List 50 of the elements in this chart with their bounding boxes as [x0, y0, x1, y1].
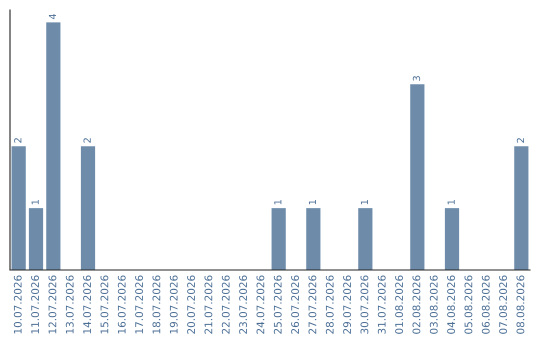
x-tick-label: 29.07.2026	[343, 276, 352, 334]
x-tick-label: 16.07.2026	[118, 276, 126, 334]
bar	[12, 146, 26, 270]
x-tick-label: 02.08.2026	[412, 276, 420, 334]
x-tick-label: 13.07.2026	[66, 276, 74, 334]
x-tick-label: 06.08.2026	[482, 276, 490, 334]
x-tick-label: 15.07.2026	[100, 276, 108, 334]
x-tick-label: 14.07.2026	[83, 276, 92, 334]
x-tick-label: 03.08.2026	[430, 276, 438, 334]
x-tick-label: 27.07.2026	[308, 276, 316, 334]
bar	[272, 208, 286, 270]
data-label: 3	[412, 76, 420, 81]
data-label: 1	[308, 200, 316, 204]
x-tick-label: 26.07.2026	[291, 276, 300, 334]
x-tick-label: 25.07.2026	[274, 276, 282, 334]
x-tick-label: 18.07.2026	[152, 276, 160, 334]
bar	[444, 208, 460, 270]
x-tick-label: 04.08.2026	[447, 276, 456, 334]
data-label: 2	[516, 138, 524, 143]
bar	[80, 146, 96, 270]
x-tick-label: 19.07.2026	[170, 276, 178, 334]
x-tick-label: 30.07.2026	[360, 276, 368, 334]
data-label: 2	[14, 138, 22, 143]
x-tick-label: 17.07.2026	[135, 276, 144, 334]
x-tick-label: 23.07.2026	[239, 276, 248, 334]
bar	[28, 208, 44, 270]
data-label: 2	[83, 138, 91, 143]
data-label: 4	[48, 14, 56, 20]
x-tick-label: 08.08.2026	[516, 276, 524, 334]
x-tick-label: 07.08.2026	[499, 276, 508, 334]
bar	[514, 146, 528, 270]
data-label: 1	[448, 200, 455, 204]
x-tick-label: 05.08.2026	[464, 276, 472, 334]
x-tick-label: 20.07.2026	[187, 276, 196, 334]
x-tick-label: 24.07.2026	[256, 276, 264, 334]
data-label: 1	[32, 200, 39, 204]
x-tick-label: 31.07.2026	[378, 276, 386, 334]
bar	[306, 208, 320, 270]
x-tick-label: 10.07.2026	[14, 276, 22, 334]
x-tick-label: 21.07.2026	[204, 276, 212, 334]
bar	[46, 22, 60, 270]
data-label: 1	[360, 200, 368, 204]
x-tick-label: 11.07.2026	[31, 276, 40, 334]
x-tick-label: 01.08.2026	[395, 276, 404, 334]
x-tick-label: 12.07.2026	[48, 276, 56, 334]
data-label: 1	[274, 200, 282, 204]
x-tick-label: 28.07.2026	[326, 276, 334, 334]
x-tick-label: 22.07.2026	[222, 276, 230, 334]
bar	[358, 208, 372, 270]
bar	[410, 84, 424, 270]
